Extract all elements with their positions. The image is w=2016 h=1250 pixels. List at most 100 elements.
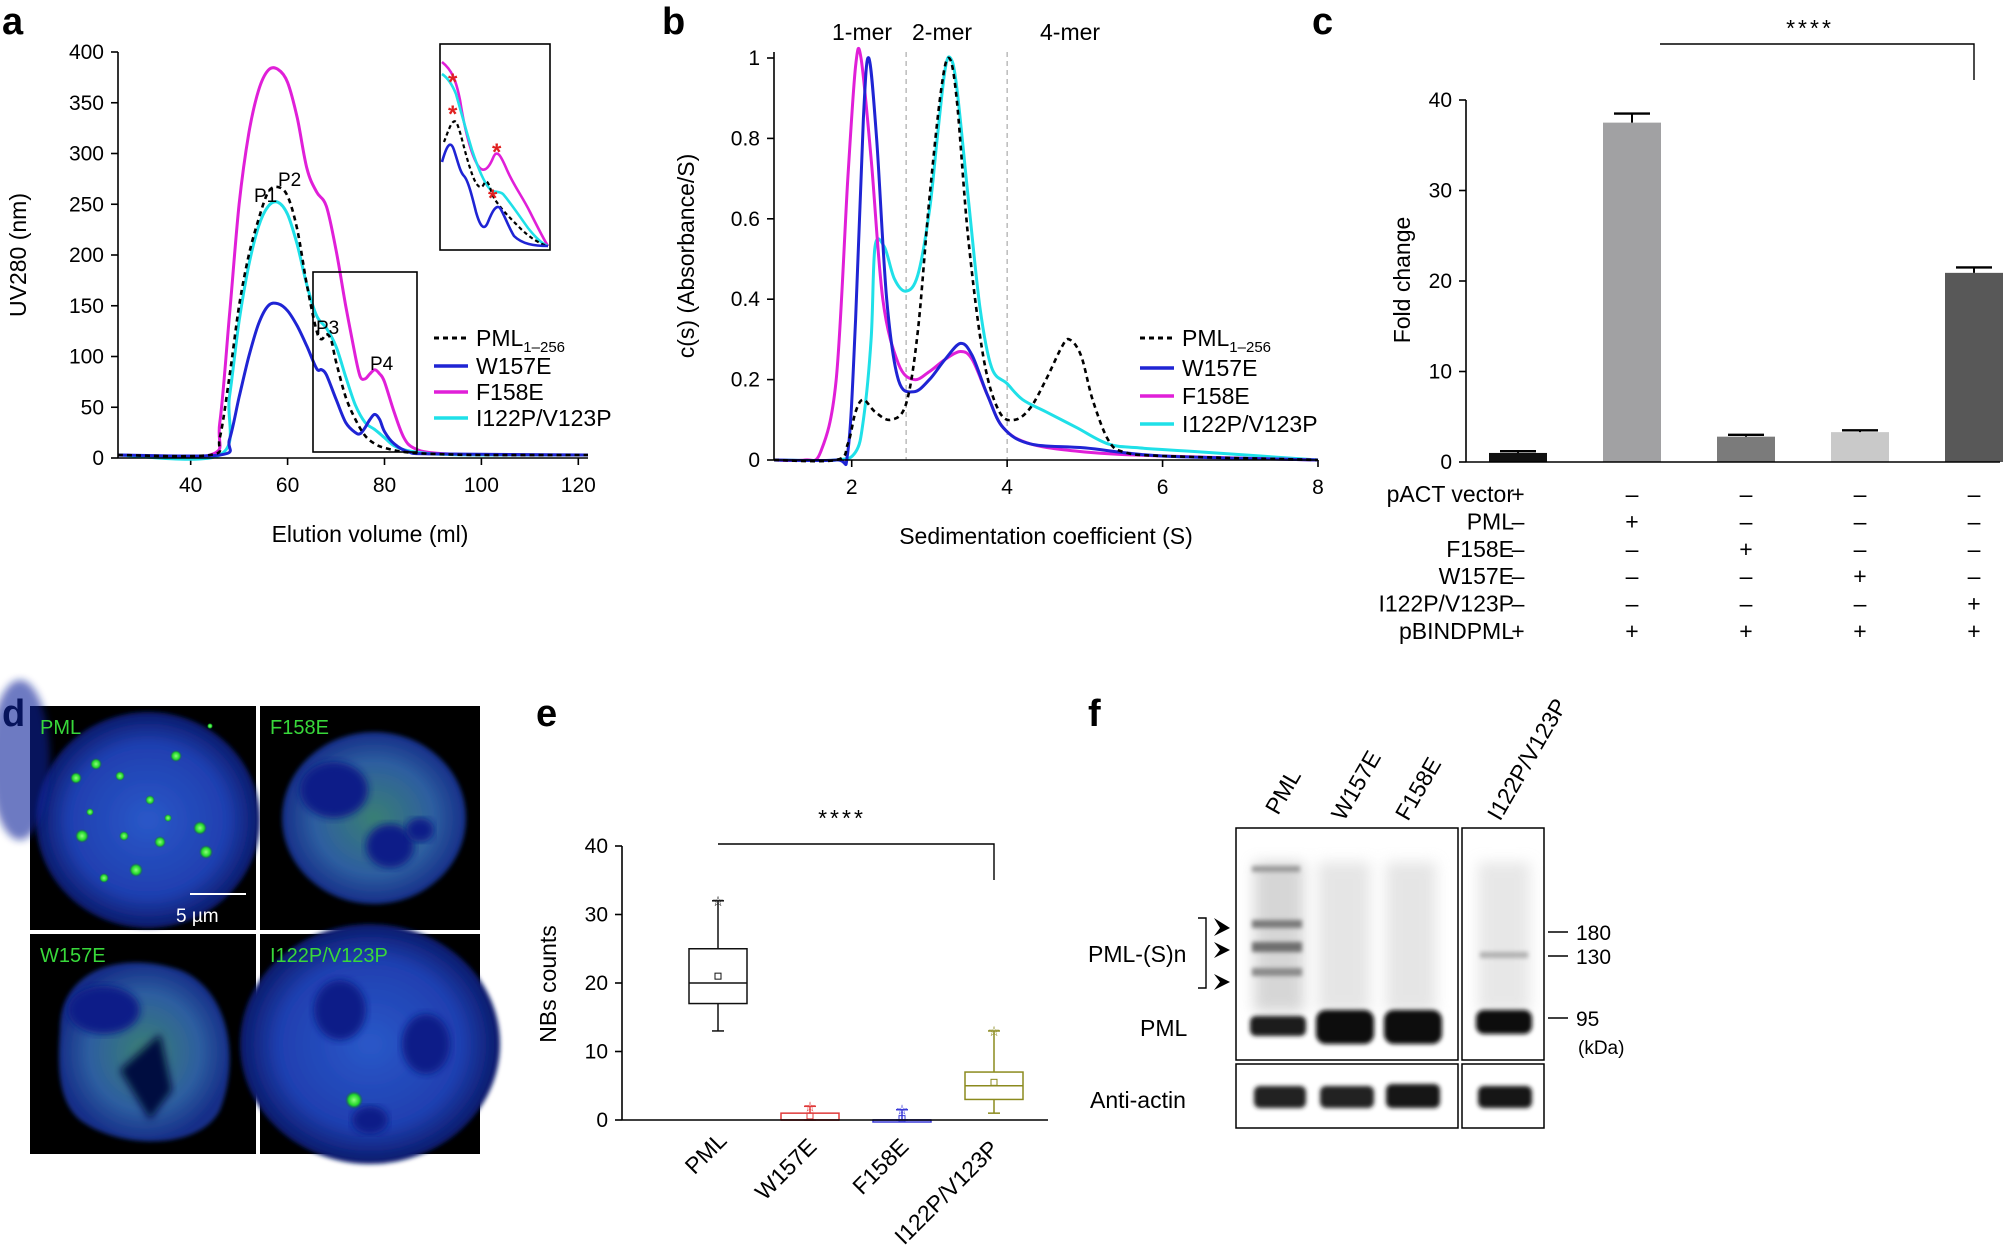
- condition-sign: –: [1854, 508, 1867, 534]
- chart-e-mean: [806, 1112, 814, 1120]
- chart-c-bar: [1717, 436, 1775, 462]
- sumo-arrow-1: [1214, 918, 1230, 936]
- condition-sign: +: [1967, 591, 1980, 617]
- chart-a-ytick-label: 300: [69, 143, 104, 166]
- chart-a-ytick-label: 350: [69, 92, 104, 115]
- micro-tile-w157e: W157E: [30, 934, 256, 1154]
- chart-b-legend: PML1–256 W157E F158E I122P/V123P: [1140, 325, 1318, 437]
- condition-sign: +: [1511, 618, 1524, 644]
- condition-sign: –: [1512, 508, 1525, 534]
- sumo-arrow-2: [1214, 942, 1230, 958]
- chart-e-significance: ****: [818, 805, 866, 831]
- chart-a-ytick-label: 50: [81, 396, 104, 419]
- condition-sign: –: [1512, 563, 1525, 589]
- chart-c-ytick-label: 30: [1429, 180, 1452, 203]
- legend-a-w157e: W157E: [476, 353, 551, 379]
- chart-a-ytick-label: 0: [92, 447, 104, 470]
- chart-a: 40 60 80 100 120 0 50 100 150 200 250 300 350 400 Elu…: [5, 41, 612, 547]
- chart-e-mean: [714, 972, 722, 980]
- chart-e-boxes: ☆PML☆W157E☆F158E☆I122P/V123P: [680, 893, 1024, 1249]
- micro-tile-i122p: I122P/V123P: [240, 924, 500, 1164]
- condition-sign: –: [1854, 591, 1867, 617]
- chart-c-significance-bracket: [1660, 43, 1975, 80]
- chart-b-ylabel: c(s) (Absorbance/S): [673, 154, 699, 359]
- chart-b-ytick-label: 0.6: [731, 208, 760, 231]
- row-label-pml: PML: [1140, 1015, 1188, 1041]
- chart-c-bar: [1945, 272, 2003, 462]
- row-label-actin: Anti-actin: [1090, 1087, 1186, 1113]
- blot-bands: [1250, 866, 1532, 1108]
- chart-e-ytick-label: 20: [585, 972, 608, 995]
- peak-label-p1: P1: [254, 186, 277, 207]
- micro-label-w157e: W157E: [40, 945, 106, 967]
- condition-sign: –: [1740, 563, 1753, 589]
- condition-sign: +: [1625, 618, 1638, 644]
- chart-c-ytick-label: 20: [1429, 270, 1452, 293]
- condition-sign: –: [1968, 536, 1981, 562]
- condition-row-label: F158E: [1446, 536, 1514, 562]
- peak-label-p2: P2: [278, 170, 301, 191]
- condition-sign: +: [1967, 618, 1980, 644]
- chart-e-ytick-label: 30: [585, 904, 608, 927]
- panel-label-b: b: [662, 1, 685, 43]
- chart-b-series: [773, 46, 1319, 466]
- chart-e-mean: [990, 1078, 998, 1086]
- lane-label-pml: PML: [1260, 764, 1306, 818]
- chart-e-outlier: ☆: [712, 893, 725, 909]
- chart-b-ticks: 2 4 6 8 0 0.2 0.4 0.6 0.8 1: [731, 47, 1324, 499]
- chart-b-xtick-label: 6: [1157, 476, 1169, 499]
- condition-row-label: pBINDPML: [1399, 618, 1514, 644]
- inset-star-1: *: [448, 69, 458, 96]
- marker-unit: (kDa): [1578, 1038, 1624, 1059]
- chart-a-ytick-label: 200: [69, 244, 104, 267]
- chart-e-ticks: 0 10 20 30 40: [585, 835, 622, 1132]
- marker-95: 95: [1576, 1008, 1599, 1031]
- chart-a-ytick-label: 150: [69, 295, 104, 318]
- chart-c-bar: [1603, 122, 1661, 462]
- condition-sign: –: [1512, 591, 1525, 617]
- condition-row-label: PML: [1467, 508, 1515, 534]
- panel-label-f: f: [1088, 693, 1101, 735]
- chart-a-ylabel: UV280 (nm): [5, 193, 31, 317]
- chart-a-line-w157e: [117, 301, 589, 458]
- scale-bar-label: 5 µm: [176, 906, 219, 927]
- condition-sign: –: [1626, 536, 1639, 562]
- chart-a-ytick-label: 250: [69, 193, 104, 216]
- chart-b-ytick-label: 0.2: [731, 369, 760, 392]
- micro-label-pml: PML: [40, 717, 81, 739]
- condition-sign: +: [1625, 508, 1638, 534]
- legend-a-f158e: F158E: [476, 379, 544, 405]
- chart-c-bar: [1831, 432, 1889, 462]
- western-blot: PML W157E F158E I122P/V123P: [1088, 694, 1624, 1129]
- chart-e-xtick-label: F158E: [847, 1133, 913, 1199]
- chart-e-significance-bracket: [718, 843, 995, 880]
- chart-a-ytick-label: 400: [69, 41, 104, 64]
- condition-sign: –: [1968, 481, 1981, 507]
- condition-sign: –: [1626, 563, 1639, 589]
- chart-b-xtick-label: 2: [846, 476, 858, 499]
- condition-sign: –: [1740, 508, 1753, 534]
- condition-sign: –: [1968, 563, 1981, 589]
- chart-c-ytick-label: 10: [1429, 361, 1452, 384]
- marker-180: 180: [1576, 922, 1611, 945]
- peak-label-p3: P3: [316, 318, 339, 339]
- panel-label-e: e: [536, 693, 557, 735]
- micro-tile-f158e: F158E: [260, 706, 480, 930]
- chart-e-box: [688, 948, 748, 1005]
- chart-a-inset: * * * *: [439, 43, 551, 251]
- condition-sign: –: [1854, 481, 1867, 507]
- chart-b-ytick-label: 0.8: [731, 127, 760, 150]
- chart-a-xtick-label: 100: [464, 474, 499, 497]
- legend-b-pml: PML1–256: [1182, 325, 1271, 356]
- condition-sign: +: [1739, 536, 1752, 562]
- condition-sign: +: [1739, 618, 1752, 644]
- blot-smears: [1254, 862, 1530, 1012]
- condition-sign: +: [1853, 563, 1866, 589]
- chart-c-ticks: 0 10 20 30 40: [1429, 89, 1466, 474]
- condition-sign: –: [1968, 508, 1981, 534]
- panel-label-c: c: [1312, 1, 1333, 43]
- condition-sign: +: [1511, 481, 1524, 507]
- inset-star-3: *: [492, 139, 502, 166]
- condition-sign: –: [1740, 591, 1753, 617]
